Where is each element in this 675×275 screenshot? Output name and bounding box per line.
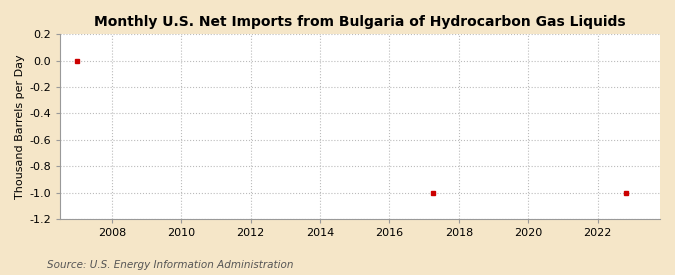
Title: Monthly U.S. Net Imports from Bulgaria of Hydrocarbon Gas Liquids: Monthly U.S. Net Imports from Bulgaria o…: [94, 15, 626, 29]
Text: Source: U.S. Energy Information Administration: Source: U.S. Energy Information Administ…: [47, 260, 294, 270]
Y-axis label: Thousand Barrels per Day: Thousand Barrels per Day: [15, 54, 25, 199]
